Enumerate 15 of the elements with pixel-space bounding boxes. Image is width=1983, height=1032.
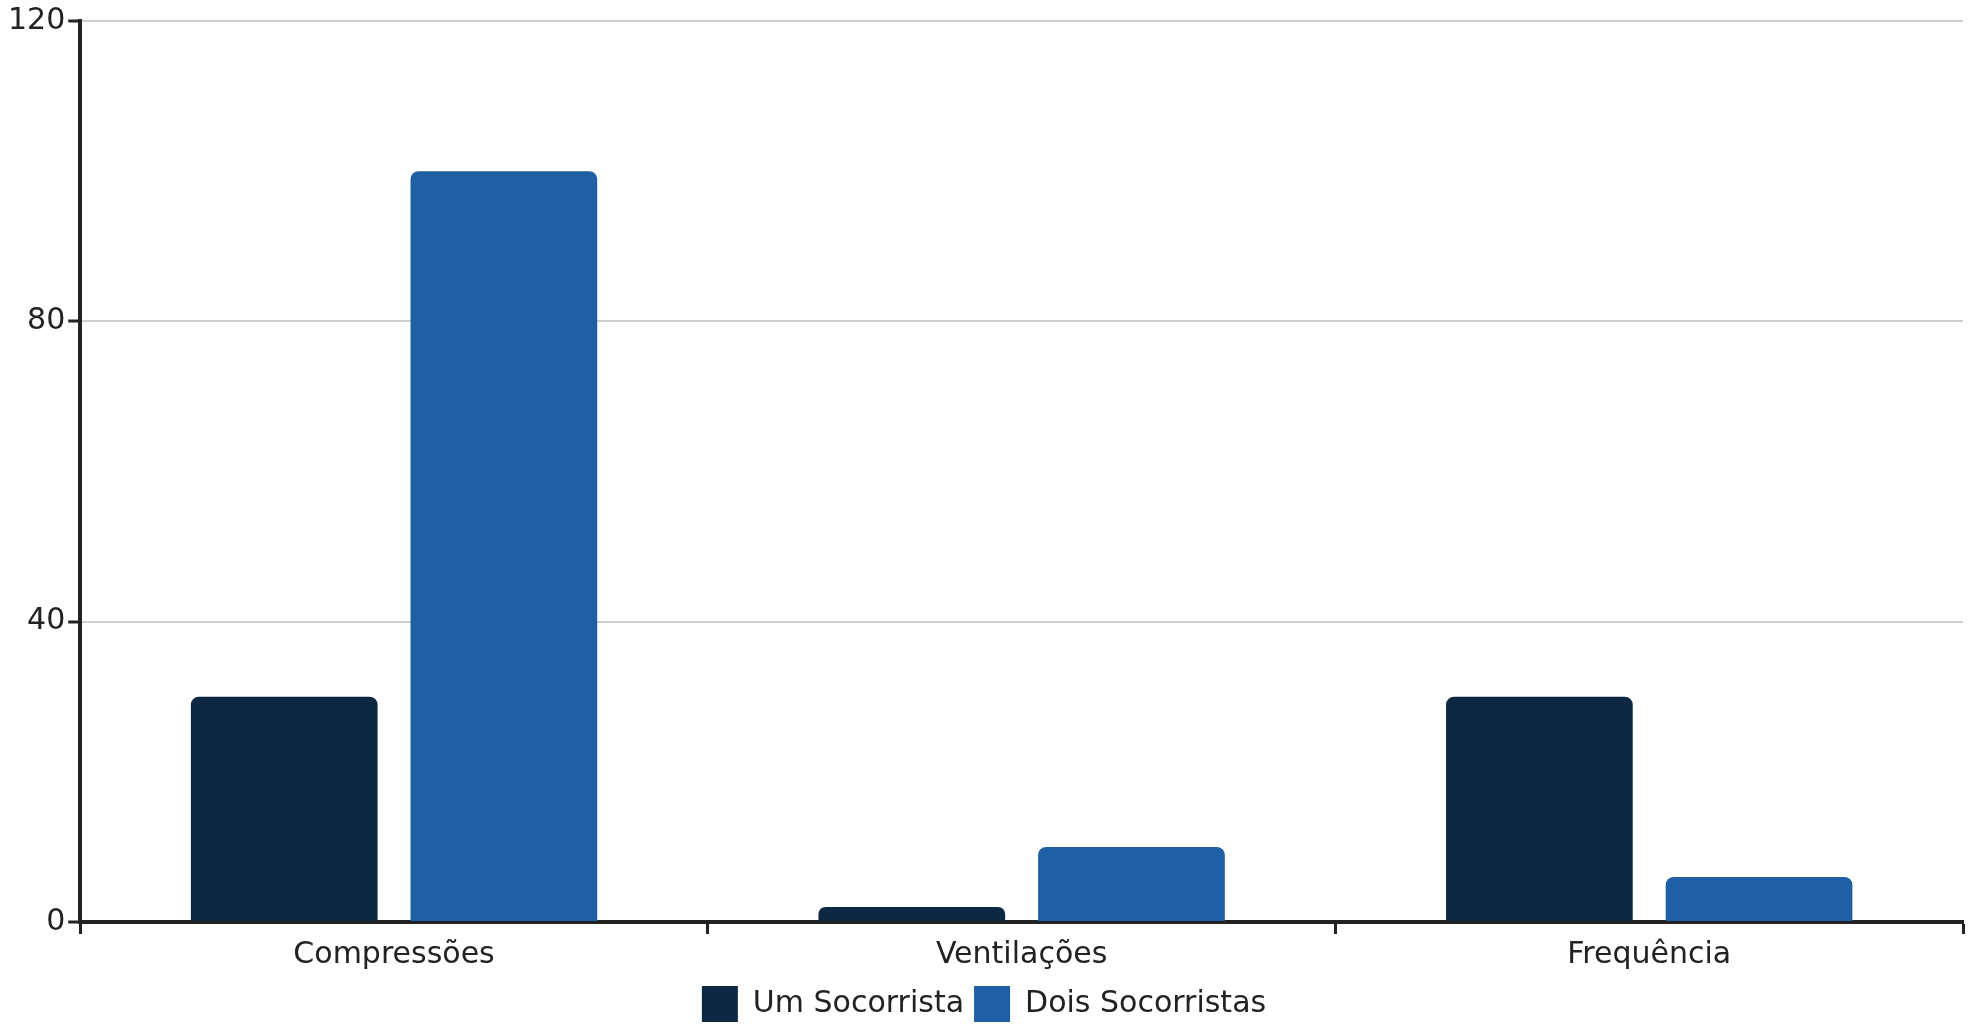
y-tick-label: 120 [8, 0, 66, 36]
bar [410, 171, 598, 921]
y-tick-label: 80 [27, 301, 66, 337]
bar [1038, 846, 1225, 921]
y-tick-label: 40 [27, 601, 66, 637]
bar [1446, 696, 1633, 921]
bar [1665, 876, 1853, 921]
bar [190, 696, 378, 921]
y-tick-label: 0 [46, 901, 66, 937]
x-tick-label: Frequência [1567, 934, 1732, 970]
legend-label: Dois Socorristas [1025, 983, 1267, 1019]
x-tick-label: Ventilações [935, 934, 1108, 970]
bar [818, 906, 1006, 921]
x-tick-label: Compressões [293, 934, 495, 970]
legend-label: Um Socorrista [752, 983, 965, 1019]
